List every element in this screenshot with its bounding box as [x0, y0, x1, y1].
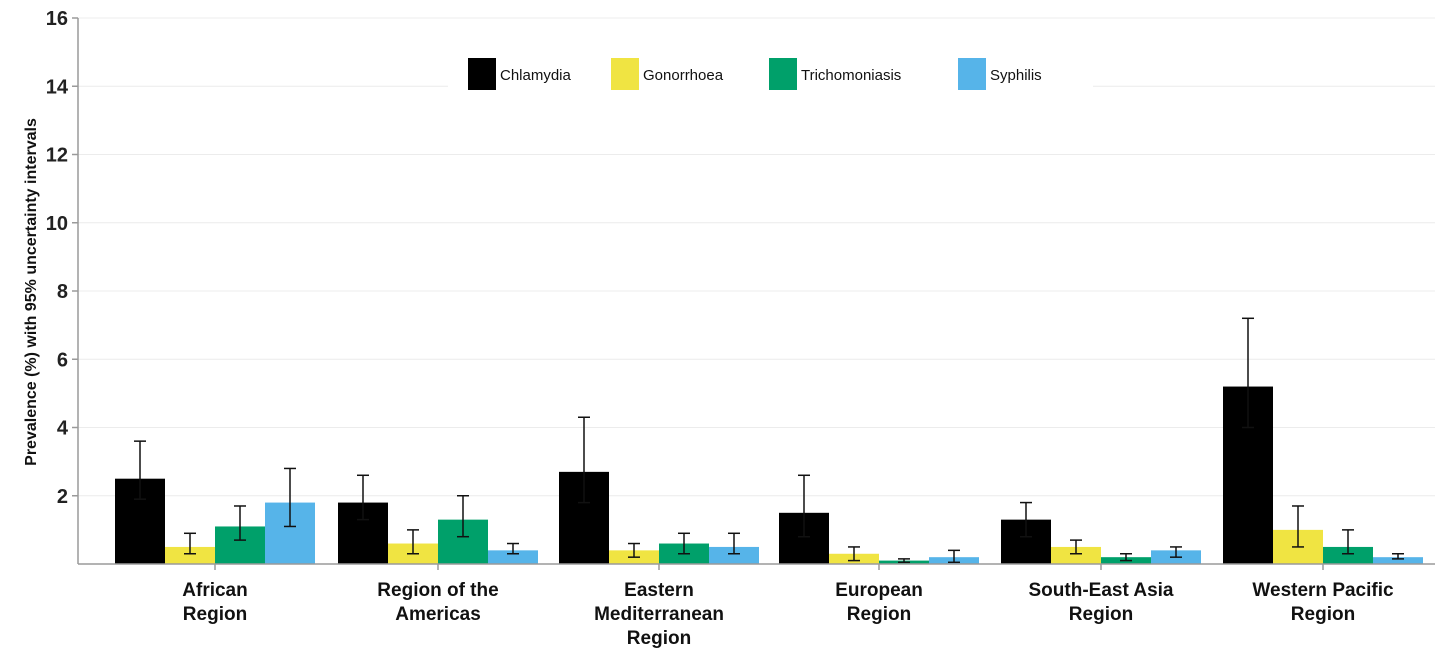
error-bar-chlamydia-4 [1020, 501, 1032, 538]
legend-item-gonorrhoea: Gonorrhoea [611, 58, 724, 90]
error-bar-syphilis-4 [1170, 546, 1182, 558]
x-tick-label-line: Region of the [377, 580, 498, 601]
error-bar-trichomoniasis-3 [898, 558, 910, 564]
x-tick-label: African Region [182, 580, 247, 625]
error-bar-syphilis-1 [507, 542, 519, 555]
x-tick-label-line: Western Pacific [1252, 580, 1394, 601]
x-tick-label-line: European [835, 580, 923, 601]
legend-label: Gonorrhoea [643, 67, 724, 84]
x-tick-label: Region of the Americas [377, 580, 498, 625]
legend-swatch [958, 58, 986, 90]
legend-swatch [611, 58, 639, 90]
error-bars-layer [134, 317, 1404, 564]
x-tick-label: Western Pacific Region [1252, 580, 1394, 625]
error-bar-gonorrhoea-0 [184, 532, 196, 555]
error-bar-chlamydia-3 [798, 474, 810, 538]
error-bar-chlamydia-5 [1242, 317, 1254, 429]
bar-trichomoniasis-5 [1323, 546, 1373, 564]
legend-label: Chlamydia [500, 67, 572, 84]
legend-item-syphilis: Syphilis [958, 58, 1042, 90]
y-tick-label: 14 [46, 76, 69, 98]
error-bar-trichomoniasis-0 [234, 505, 246, 541]
x-tick-label-line: Americas [395, 604, 481, 625]
x-tick-label-line: Region [847, 604, 911, 625]
bar-syphilis-5 [1373, 557, 1423, 564]
x-tick-label-line: Region [183, 604, 247, 625]
x-tick-label: European Region [835, 580, 923, 625]
error-bar-gonorrhoea-5 [1292, 505, 1304, 548]
error-bar-chlamydia-2 [578, 416, 590, 504]
y-tick-label: 16 [46, 8, 68, 30]
error-bar-syphilis-0 [284, 467, 296, 528]
y-axis-label: Prevalence (%) with 95% uncertainty inte… [23, 118, 40, 466]
error-bar-syphilis-2 [728, 532, 740, 555]
bar-gonorrhoea-4 [1051, 546, 1101, 564]
y-tick-label: 8 [57, 281, 68, 303]
x-tick-label: Eastern Mediterranean Region [594, 580, 724, 649]
legend-item-trichomoniasis: Trichomoniasis [769, 58, 901, 90]
y-tick-label: 12 [46, 145, 68, 167]
x-tick-label-line: South-East Asia [1029, 580, 1174, 601]
y-tick-labels: 2 4 6 8 10 12 14 16 [46, 8, 78, 508]
error-bar-chlamydia-0 [134, 440, 146, 500]
error-bar-chlamydia-1 [357, 474, 369, 521]
error-bar-trichomoniasis-1 [457, 495, 469, 538]
y-tick-label: 4 [57, 418, 69, 440]
legend-swatch [468, 58, 496, 90]
error-bar-trichomoniasis-5 [1342, 529, 1354, 555]
error-bar-gonorrhoea-2 [628, 542, 640, 558]
error-bar-syphilis-5 [1392, 553, 1404, 560]
x-tick-label-line: Region [1069, 604, 1133, 625]
x-tick-label-line: African [182, 580, 247, 601]
x-tick-label-line: Region [627, 628, 691, 649]
x-tick-label: South-East Asia Region [1029, 580, 1174, 625]
error-bar-gonorrhoea-4 [1070, 539, 1082, 555]
error-bar-gonorrhoea-3 [848, 546, 860, 562]
bar-gonorrhoea-0 [165, 546, 215, 564]
error-bar-trichomoniasis-4 [1120, 553, 1132, 562]
y-tick-label: 10 [46, 213, 68, 235]
legend-item-chlamydia: Chlamydia [468, 58, 572, 90]
legend-swatch [769, 58, 797, 90]
x-tick-label-line: Eastern [624, 580, 694, 601]
legend: Chlamydia Gonorrhoea Trichomoniasis Syphili… [448, 50, 1093, 98]
x-tick-label-line: Region [1291, 604, 1355, 625]
bar-syphilis-2 [709, 546, 759, 564]
error-bar-gonorrhoea-1 [407, 529, 419, 555]
y-tick-label: 6 [57, 349, 68, 371]
x-tick-labels: African Region Region of the Americas Easter… [182, 564, 1394, 649]
bar-syphilis-1 [488, 550, 538, 564]
error-bar-syphilis-3 [948, 549, 960, 564]
bars-layer [115, 386, 1423, 564]
y-tick-label: 2 [57, 486, 68, 508]
grid-lines [78, 17, 1435, 497]
error-bar-trichomoniasis-2 [678, 532, 690, 555]
legend-label: Trichomoniasis [801, 67, 901, 84]
legend-label: Syphilis [990, 67, 1042, 84]
x-tick-label-line: Mediterranean [594, 604, 724, 625]
